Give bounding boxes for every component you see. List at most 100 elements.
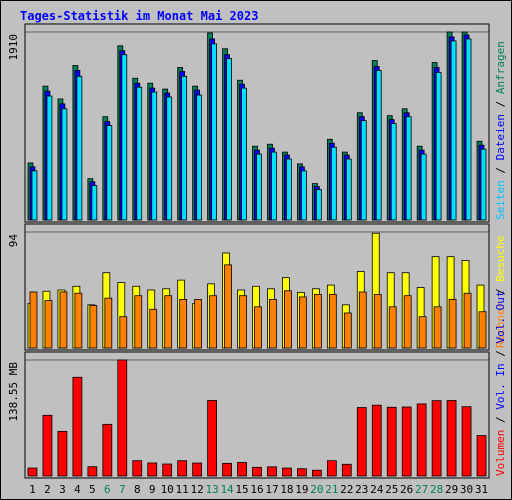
xtick-day-16: 16 — [250, 483, 263, 496]
bar-requests-seiten-day-3 — [61, 108, 68, 221]
bar-volume-volumen-day-7 — [117, 359, 128, 477]
bar-volume-volumen-day-15 — [237, 462, 247, 477]
panel-requests: 1910 Seiten / Dateien / Anfragen — [7, 23, 507, 223]
bar-visits-rechner-day-3 — [59, 291, 68, 349]
ytick-max-visits: 94 — [7, 234, 20, 248]
bar-requests-seiten-day-15 — [241, 87, 247, 221]
xtick-day-18: 18 — [280, 483, 293, 496]
bar-volume-volumen-day-1 — [27, 467, 38, 477]
bar-volume-volumen-day-9 — [147, 462, 158, 477]
bar-visits-rechner-day-9 — [149, 308, 158, 349]
bar-volume-volumen-day-31 — [476, 435, 487, 477]
xtick-day-13: 13 — [205, 483, 218, 496]
xtick-day-7: 7 — [119, 483, 126, 496]
bar-requests-seiten-day-28 — [435, 72, 442, 221]
xtick-day-2: 2 — [44, 483, 51, 496]
xtick-day-11: 11 — [176, 483, 189, 496]
bar-volume-volumen-day-14 — [222, 462, 232, 477]
bar-requests-seiten-day-20 — [315, 189, 322, 221]
bar-visits-rechner-day-18 — [284, 290, 292, 349]
bar-requests-seiten-day-29 — [450, 40, 457, 221]
bar-requests-seiten-day-11 — [181, 75, 188, 221]
bar-volume-volumen-day-6 — [102, 423, 113, 477]
xtick-day-20: 20 — [310, 483, 323, 496]
bar-requests-seiten-day-4 — [76, 75, 83, 221]
xtick-day-23: 23 — [355, 483, 368, 496]
bar-requests-seiten-day-8 — [136, 86, 143, 221]
bar-volume-volumen-day-25 — [386, 406, 397, 477]
bar-volume-volumen-day-20 — [311, 469, 322, 477]
bar-visits-rechner-day-26 — [403, 295, 412, 349]
bar-visits-rechner-day-7 — [119, 316, 128, 349]
bar-volume-volumen-day-12 — [192, 462, 203, 477]
xtick-day-12: 12 — [191, 483, 204, 496]
right-legend-requests: Seiten / Dateien / Anfragen — [494, 41, 507, 220]
xtick-day-30: 30 — [460, 483, 473, 496]
bar-visits-rechner-day-12 — [194, 299, 203, 349]
bar-requests-seiten-day-16 — [256, 153, 262, 221]
legend-label-dateien: Dateien — [494, 114, 507, 160]
bar-visits-rechner-day-21 — [328, 294, 337, 349]
bar-visits-rechner-day-13 — [209, 295, 217, 349]
bar-visits-rechner-day-24 — [373, 294, 382, 349]
legend-label-volumen: Volumen — [494, 430, 507, 476]
xtick-day-10: 10 — [161, 483, 174, 496]
bar-visits-rechner-day-30 — [463, 292, 472, 349]
xtick-day-27: 27 — [415, 483, 428, 496]
bar-requests-seiten-day-26 — [405, 116, 412, 221]
bar-visits-rechner-day-22 — [343, 312, 352, 349]
bar-volume-volumen-day-5 — [87, 466, 98, 477]
bar-volume-volumen-day-18 — [282, 467, 292, 477]
right-legend-visits: Rechner / Besuche — [494, 235, 507, 348]
chart-title: Tages-Statistik im Monat Mai 2023 — [20, 9, 258, 23]
xtick-day-24: 24 — [370, 483, 384, 496]
bar-requests-seiten-day-31 — [480, 148, 487, 221]
bar-visits-rechner-day-2 — [44, 300, 53, 349]
legend-label-anfragen: Anfragen — [494, 41, 507, 94]
xtick-day-22: 22 — [340, 483, 353, 496]
bar-visits-rechner-day-31 — [478, 311, 487, 349]
legend-label-besuche: Besuche — [494, 235, 507, 281]
bar-requests-seiten-day-9 — [151, 91, 158, 221]
bar-visits-rechner-day-25 — [388, 306, 397, 349]
bar-visits-rechner-day-11 — [179, 299, 188, 349]
bar-visits-rechner-day-10 — [164, 295, 173, 349]
xtick-day-19: 19 — [295, 483, 308, 496]
bar-volume-volumen-day-23 — [356, 407, 367, 477]
bar-requests-seiten-day-22 — [345, 158, 352, 221]
legend-label-seiten: Seiten — [494, 180, 507, 220]
bar-volume-volumen-day-13 — [207, 400, 217, 477]
bar-volume-volumen-day-17 — [267, 466, 277, 477]
bar-volume-volumen-day-16 — [252, 466, 262, 477]
xtick-day-6: 6 — [104, 483, 111, 496]
xtick-day-4: 4 — [74, 483, 81, 496]
legend-label-rechner: Rechner — [494, 301, 507, 348]
bar-requests-seiten-day-24 — [375, 70, 382, 221]
bar-volume-volumen-day-30 — [461, 406, 472, 477]
legend-separator: / — [494, 94, 507, 114]
bar-requests-seiten-day-23 — [360, 120, 367, 221]
xtick-day-28: 28 — [430, 483, 443, 496]
bar-requests-seiten-day-25 — [390, 123, 397, 221]
xtick-day-5: 5 — [89, 483, 96, 496]
bar-visits-rechner-day-20 — [313, 294, 322, 349]
bar-visits-rechner-day-23 — [358, 291, 367, 349]
xtick-day-29: 29 — [445, 483, 458, 496]
bar-visits-rechner-day-28 — [433, 306, 442, 349]
bar-volume-volumen-day-22 — [341, 463, 352, 477]
bar-requests-seiten-day-17 — [271, 151, 277, 221]
xtick-day-31: 31 — [475, 483, 488, 496]
xtick-day-1: 1 — [29, 483, 36, 496]
bar-visits-rechner-day-17 — [269, 299, 277, 349]
bar-visits-rechner-day-15 — [239, 295, 247, 349]
bar-visits-rechner-day-29 — [448, 299, 457, 349]
xtick-day-15: 15 — [235, 483, 248, 496]
legend-separator: / — [494, 282, 507, 302]
bar-visits-rechner-day-19 — [299, 296, 307, 349]
bar-requests-seiten-day-19 — [301, 170, 307, 221]
bar-requests-seiten-day-6 — [106, 125, 113, 221]
bar-requests-seiten-day-21 — [330, 146, 337, 221]
bar-volume-volumen-day-26 — [401, 406, 412, 477]
bar-volume-volumen-day-11 — [177, 460, 188, 477]
